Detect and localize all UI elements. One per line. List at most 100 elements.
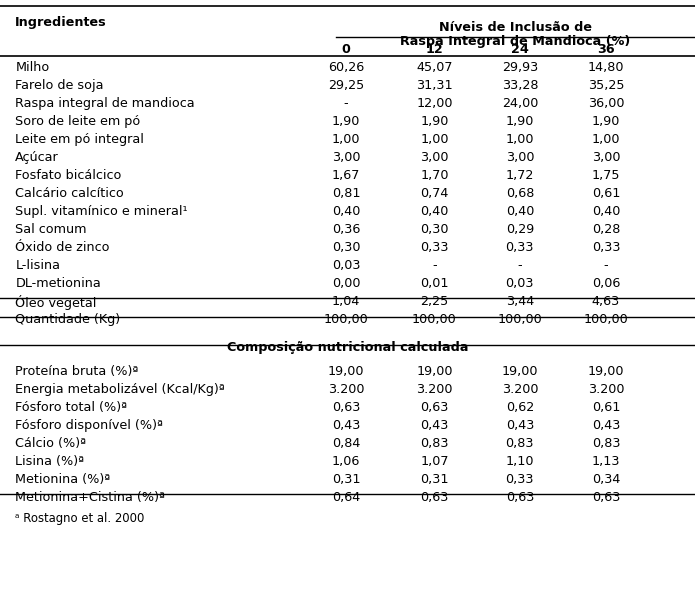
Text: Milho: Milho xyxy=(15,61,49,74)
Text: 1,75: 1,75 xyxy=(591,169,621,182)
Text: 0,30: 0,30 xyxy=(420,223,449,236)
Text: 0,43: 0,43 xyxy=(332,419,360,432)
Text: Leite em pó integral: Leite em pó integral xyxy=(15,133,144,146)
Text: 0,61: 0,61 xyxy=(592,401,620,414)
Text: 1,10: 1,10 xyxy=(505,455,534,468)
Text: 0,03: 0,03 xyxy=(332,259,361,272)
Text: Raspa Integral de Mandioca (%): Raspa Integral de Mandioca (%) xyxy=(400,35,630,48)
Text: 19,00: 19,00 xyxy=(416,365,452,378)
Text: Quantidade (Kg): Quantidade (Kg) xyxy=(15,313,120,326)
Text: Proteína bruta (%)ª: Proteína bruta (%)ª xyxy=(15,365,139,378)
Text: 0,31: 0,31 xyxy=(420,473,449,486)
Text: 1,90: 1,90 xyxy=(332,115,360,128)
Text: Soro de leite em pó: Soro de leite em pó xyxy=(15,115,140,128)
Text: 0,43: 0,43 xyxy=(506,419,534,432)
Text: 3,00: 3,00 xyxy=(420,151,449,164)
Text: 36: 36 xyxy=(597,43,615,56)
Text: L-lisina: L-lisina xyxy=(15,259,60,272)
Text: 0,63: 0,63 xyxy=(420,491,448,504)
Text: 24,00: 24,00 xyxy=(502,97,538,110)
Text: -: - xyxy=(604,259,608,272)
Text: 0,34: 0,34 xyxy=(592,473,620,486)
Text: 0,33: 0,33 xyxy=(505,241,534,254)
Text: 1,06: 1,06 xyxy=(332,455,360,468)
Text: Metionina+Cistina (%)ª: Metionina+Cistina (%)ª xyxy=(15,491,165,504)
Text: 3.200: 3.200 xyxy=(502,383,538,396)
Text: 0,63: 0,63 xyxy=(506,491,534,504)
Text: 0,63: 0,63 xyxy=(332,401,360,414)
Text: Energia metabolizável (Kcal/Kg)ª: Energia metabolizável (Kcal/Kg)ª xyxy=(15,383,225,396)
Text: 19,00: 19,00 xyxy=(502,365,538,378)
Text: 12,00: 12,00 xyxy=(416,97,452,110)
Text: 1,70: 1,70 xyxy=(420,169,449,182)
Text: Lisina (%)ª: Lisina (%)ª xyxy=(15,455,84,468)
Text: 0,61: 0,61 xyxy=(592,187,620,200)
Text: 3,44: 3,44 xyxy=(506,295,534,308)
Text: Fósforo total (%)ª: Fósforo total (%)ª xyxy=(15,401,127,414)
Text: -: - xyxy=(344,97,348,110)
Text: 0,36: 0,36 xyxy=(332,223,360,236)
Text: 12: 12 xyxy=(425,43,443,56)
Text: 0,33: 0,33 xyxy=(420,241,449,254)
Text: 0,00: 0,00 xyxy=(332,277,361,290)
Text: Metionina (%)ª: Metionina (%)ª xyxy=(15,473,111,486)
Text: 1,00: 1,00 xyxy=(591,133,621,146)
Text: Óxido de zinco: Óxido de zinco xyxy=(15,241,110,254)
Text: 24: 24 xyxy=(511,43,529,56)
Text: 1,00: 1,00 xyxy=(332,133,361,146)
Text: 1,90: 1,90 xyxy=(420,115,448,128)
Text: 1,90: 1,90 xyxy=(506,115,534,128)
Text: 1,04: 1,04 xyxy=(332,295,360,308)
Text: 0,83: 0,83 xyxy=(505,437,534,450)
Text: -: - xyxy=(432,259,436,272)
Text: Supl. vitamínico e mineral¹: Supl. vitamínico e mineral¹ xyxy=(15,205,188,218)
Text: 0,68: 0,68 xyxy=(506,187,534,200)
Text: 1,90: 1,90 xyxy=(592,115,620,128)
Text: 0,33: 0,33 xyxy=(591,241,621,254)
Text: 0,03: 0,03 xyxy=(505,277,534,290)
Text: Fosfato bicálcico: Fosfato bicálcico xyxy=(15,169,122,182)
Text: 0,28: 0,28 xyxy=(592,223,620,236)
Text: 29,25: 29,25 xyxy=(328,79,364,92)
Text: 0,40: 0,40 xyxy=(332,205,360,218)
Text: 29,93: 29,93 xyxy=(502,61,538,74)
Text: 35,25: 35,25 xyxy=(588,79,624,92)
Text: Sal comum: Sal comum xyxy=(15,223,87,236)
Text: 100,00: 100,00 xyxy=(498,313,542,326)
Text: Composição nutricional calculada: Composição nutricional calculada xyxy=(227,341,468,354)
Text: 0,83: 0,83 xyxy=(420,437,449,450)
Text: 0: 0 xyxy=(342,43,350,56)
Text: 3,00: 3,00 xyxy=(505,151,534,164)
Text: 0,63: 0,63 xyxy=(420,401,448,414)
Text: Raspa integral de mandioca: Raspa integral de mandioca xyxy=(15,97,195,110)
Text: 100,00: 100,00 xyxy=(584,313,628,326)
Text: 0,43: 0,43 xyxy=(592,419,620,432)
Text: 0,31: 0,31 xyxy=(332,473,361,486)
Text: 33,28: 33,28 xyxy=(502,79,538,92)
Text: Cálcio (%)ª: Cálcio (%)ª xyxy=(15,437,86,450)
Text: 0,30: 0,30 xyxy=(332,241,361,254)
Text: 19,00: 19,00 xyxy=(588,365,624,378)
Text: 45,07: 45,07 xyxy=(416,61,452,74)
Text: Calcário calcítico: Calcário calcítico xyxy=(15,187,124,200)
Text: Farelo de soja: Farelo de soja xyxy=(15,79,104,92)
Text: 1,00: 1,00 xyxy=(420,133,449,146)
Text: -: - xyxy=(518,259,522,272)
Text: 3,00: 3,00 xyxy=(591,151,621,164)
Text: 1,67: 1,67 xyxy=(332,169,360,182)
Text: 3,00: 3,00 xyxy=(332,151,361,164)
Text: 2,25: 2,25 xyxy=(420,295,448,308)
Text: 4,63: 4,63 xyxy=(592,295,620,308)
Text: 14,80: 14,80 xyxy=(588,61,624,74)
Text: 3.200: 3.200 xyxy=(416,383,452,396)
Text: Ingredientes: Ingredientes xyxy=(15,16,107,29)
Text: ᵃ Rostagno et al. 2000: ᵃ Rostagno et al. 2000 xyxy=(15,512,145,525)
Text: 0,40: 0,40 xyxy=(420,205,448,218)
Text: 0,74: 0,74 xyxy=(420,187,448,200)
Text: 60,26: 60,26 xyxy=(328,61,364,74)
Text: 1,13: 1,13 xyxy=(591,455,621,468)
Text: 19,00: 19,00 xyxy=(328,365,364,378)
Text: 1,07: 1,07 xyxy=(420,455,449,468)
Text: 0,40: 0,40 xyxy=(592,205,620,218)
Text: 0,84: 0,84 xyxy=(332,437,360,450)
